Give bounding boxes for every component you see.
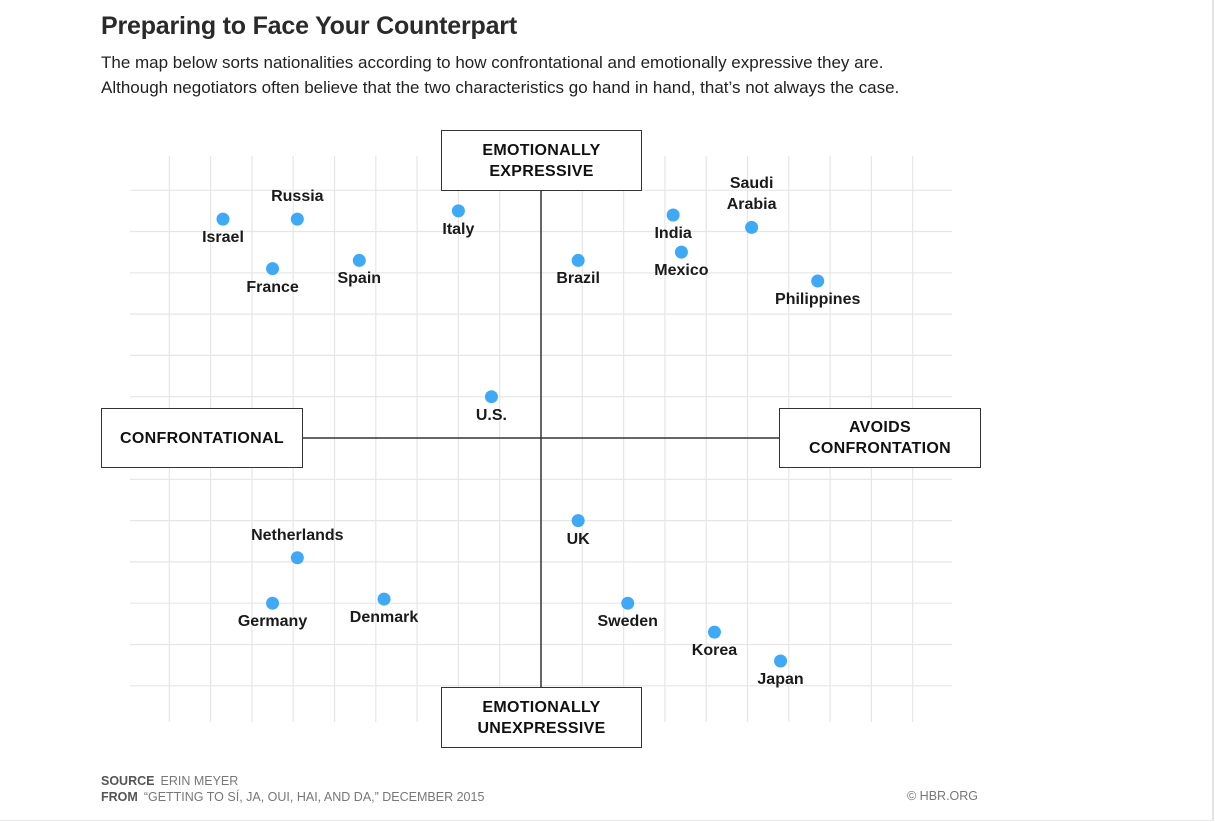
axis-label-emotionally-unexpressive: EMOTIONALLY UNEXPRESSIVE	[441, 687, 642, 748]
subtitle-line-1: The map below sorts nationalities accord…	[101, 53, 884, 72]
source-label: SOURCE	[101, 774, 155, 788]
source-footer: SOURCE ERIN MEYER FROM “GETTING TO SÍ, JA,…	[101, 773, 484, 805]
label-italy: Italy	[442, 220, 475, 238]
point-mexico	[674, 245, 688, 259]
label-saudi-arabia: Saudi Arabia	[726, 175, 777, 214]
axis-label-text: AVOIDS CONFRONTATION	[809, 419, 951, 457]
axis-label-text: EMOTIONALLY EXPRESSIVE	[482, 141, 601, 180]
axis-label-emotionally-expressive: EMOTIONALLY EXPRESSIVE	[441, 130, 642, 191]
label-u-s: U.S.	[475, 406, 507, 424]
point-italy	[451, 204, 465, 218]
point-germany	[266, 596, 280, 610]
point-sweden	[621, 596, 635, 610]
point-israel	[216, 212, 230, 226]
chart-title: Preparing to Face Your Counterpart	[101, 12, 517, 40]
point-russia	[290, 212, 304, 226]
point-philippines	[811, 274, 825, 288]
axis-label-confrontational: CONFRONTATIONAL	[101, 408, 303, 468]
label-korea: Korea	[691, 642, 738, 660]
axis-lines	[302, 190, 780, 688]
label-mexico: Mexico	[654, 262, 709, 280]
label-spain: Spain	[337, 270, 382, 288]
from-value: “GETTING TO SÍ, JA, OUI, HAI, AND DA,” D…	[143, 790, 485, 804]
label-japan: Japan	[757, 671, 804, 689]
from-line: FROM “GETTING TO SÍ, JA, OUI, HAI, AND DA…	[101, 789, 484, 805]
chart-subtitle: The map below sorts nationalities accord…	[101, 50, 1021, 100]
label-denmark: Denmark	[349, 609, 419, 627]
label-israel: Israel	[202, 229, 244, 247]
label-philippines: Philippines	[775, 291, 861, 309]
point-india	[666, 208, 680, 222]
label-india: India	[654, 224, 692, 242]
label-uk: UK	[566, 530, 590, 548]
label-russia: Russia	[271, 188, 324, 206]
label-france: France	[246, 278, 299, 296]
axis-label-text: CONFRONTATIONAL	[120, 429, 284, 447]
from-label: FROM	[101, 790, 138, 804]
point-denmark	[377, 592, 391, 606]
axis-label-text: EMOTIONALLY UNEXPRESSIVE	[477, 698, 606, 737]
point-saudi-arabia	[745, 220, 759, 234]
point-brazil	[571, 253, 585, 267]
source-line: SOURCE ERIN MEYER	[101, 773, 484, 789]
label-brazil: Brazil	[556, 270, 600, 288]
axis-label-avoids-confrontation: AVOIDS CONFRONTATION	[779, 408, 981, 468]
point-u-s	[484, 390, 498, 404]
point-japan	[774, 654, 788, 668]
hbr-credit: © HBR.ORG	[907, 789, 979, 803]
data-points	[216, 204, 825, 668]
point-spain	[352, 253, 366, 267]
subtitle-line-2: Although negotiators often believe that …	[101, 78, 900, 97]
point-france	[266, 262, 280, 276]
point-uk	[571, 514, 585, 528]
label-sweden: Sweden	[597, 613, 658, 631]
source-value: ERIN MEYER	[160, 774, 239, 788]
label-netherlands: Netherlands	[251, 526, 344, 544]
point-netherlands	[290, 551, 304, 565]
point-korea	[707, 625, 721, 639]
label-germany: Germany	[237, 613, 308, 631]
